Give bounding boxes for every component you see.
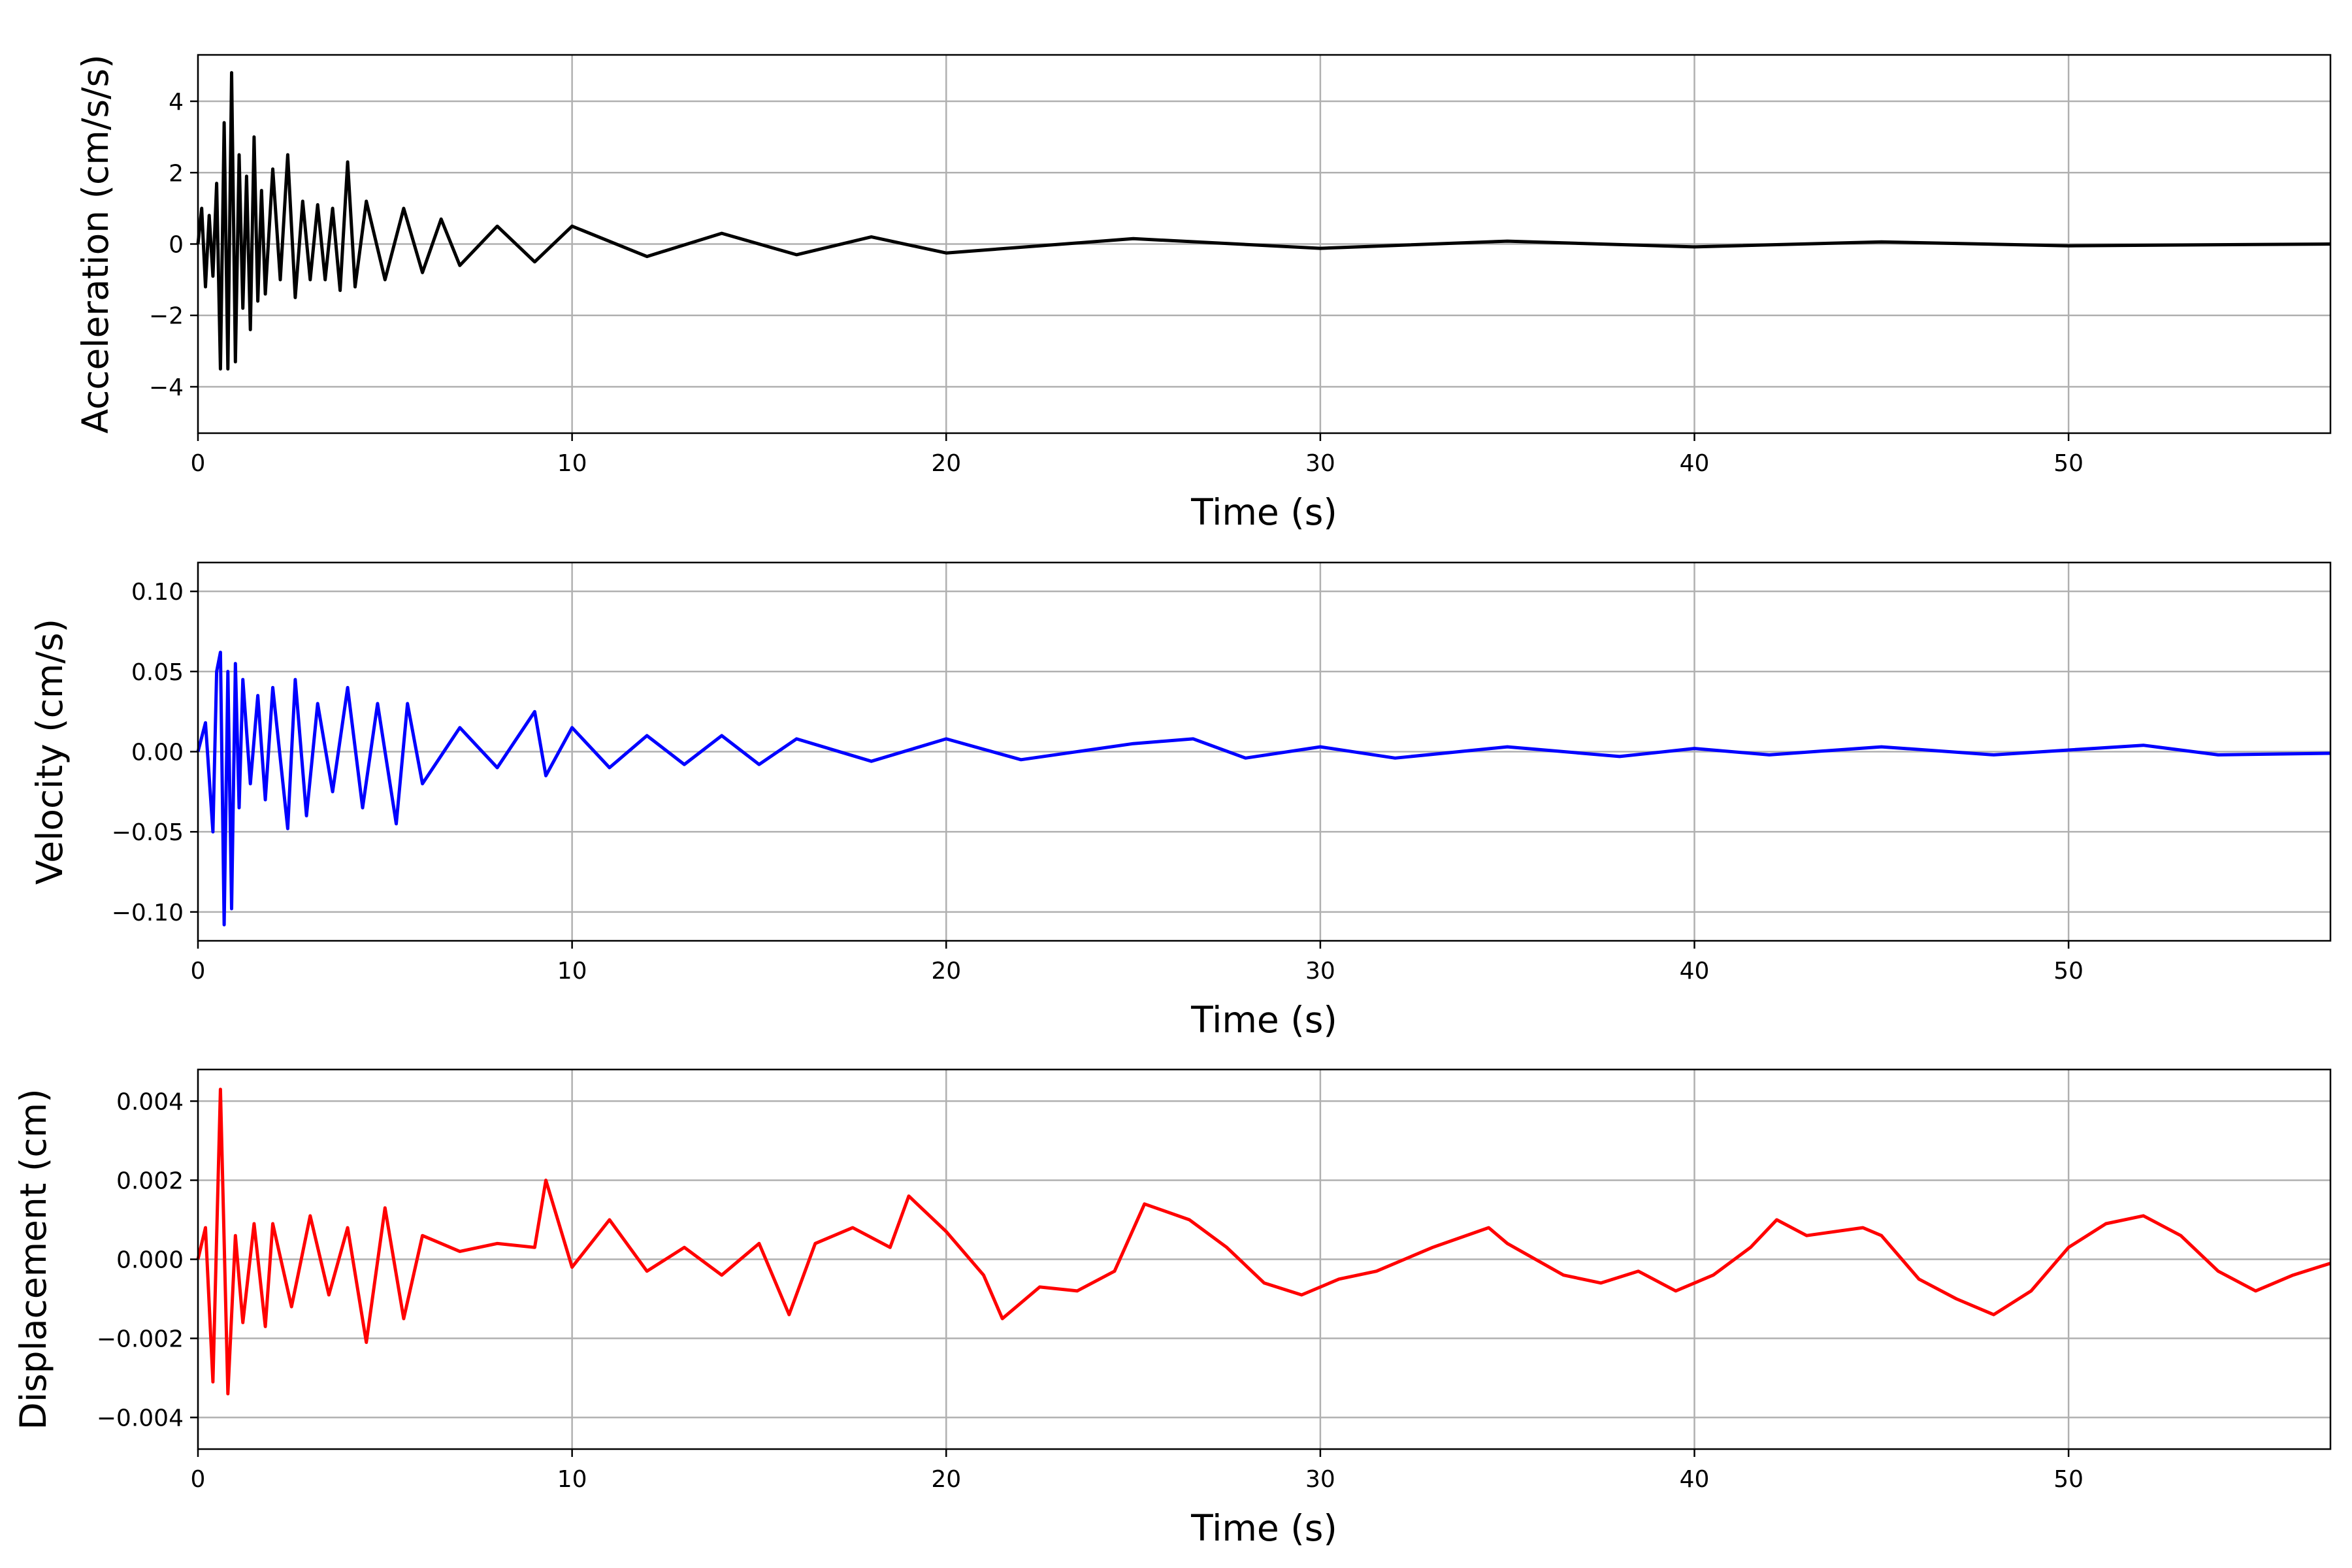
- x-tick-label: 10: [557, 450, 587, 477]
- y-tick-label: 0: [169, 232, 184, 259]
- y-tick-label: 0.000: [116, 1247, 184, 1274]
- panel-3: 0 10 20 30 40 50 −0.004 −0.002 0.000 0.002 0.004 Ti…: [12, 1068, 2332, 1549]
- y-tick-label: −0.002: [97, 1326, 184, 1353]
- x-tick-label: 20: [931, 1466, 961, 1493]
- series-line: [196, 1087, 2331, 1396]
- y-tick-label: −2: [149, 303, 184, 330]
- y-tick-label: 0.004: [116, 1088, 184, 1115]
- x-tick-label: 0: [191, 958, 206, 985]
- y-tick-label: −0.10: [112, 900, 184, 926]
- x-tick-label: 30: [1305, 450, 1335, 477]
- x-axis-label: Time (s): [1190, 491, 1337, 533]
- x-tick-label: 0: [191, 450, 206, 477]
- x-tick-label: 0: [191, 1466, 206, 1493]
- x-tick-label: 50: [2053, 1466, 2083, 1493]
- y-tick-label: −0.05: [112, 819, 184, 846]
- x-tick-label: 10: [557, 958, 587, 985]
- panel-2: 0 10 20 30 40 50 −0.10 −0.05 0.00 0.05 0.10 Time (s…: [29, 561, 2332, 1041]
- series-line: [196, 71, 2331, 371]
- panel-1: 0 10 20 30 40 50 −4 −2 0 2 4 Time (s) Acceleration (…: [74, 54, 2332, 533]
- x-tick-label: 20: [931, 958, 961, 985]
- series-line: [196, 650, 2331, 926]
- y-tick-label: 0.05: [131, 659, 184, 686]
- y-tick-label: 0.00: [131, 740, 184, 766]
- y-tick-label: −4: [149, 374, 184, 401]
- y-axis-label: Velocity (cm/s): [29, 619, 71, 885]
- y-tick-label: 2: [169, 160, 184, 187]
- x-tick-label: 40: [1680, 1466, 1710, 1493]
- x-tick-label: 20: [931, 450, 961, 477]
- x-tick-label: 30: [1305, 958, 1335, 985]
- y-tick-label: 0.002: [116, 1168, 184, 1194]
- x-tick-label: 40: [1680, 450, 1710, 477]
- x-tick-label: 40: [1680, 958, 1710, 985]
- y-tick-label: 4: [169, 89, 184, 116]
- x-tick-label: 50: [2053, 450, 2083, 477]
- x-tick-label: 50: [2053, 958, 2083, 985]
- x-axis-label: Time (s): [1190, 999, 1337, 1041]
- x-tick-label: 10: [557, 1466, 587, 1493]
- y-tick-label: 0.10: [131, 579, 184, 606]
- y-axis-label: Acceleration (cm/s/s): [74, 54, 116, 433]
- x-tick-label: 30: [1305, 1466, 1335, 1493]
- x-axis-label: Time (s): [1190, 1507, 1337, 1549]
- y-tick-label: −0.004: [97, 1405, 184, 1432]
- y-axis-label: Displacement (cm): [12, 1088, 54, 1429]
